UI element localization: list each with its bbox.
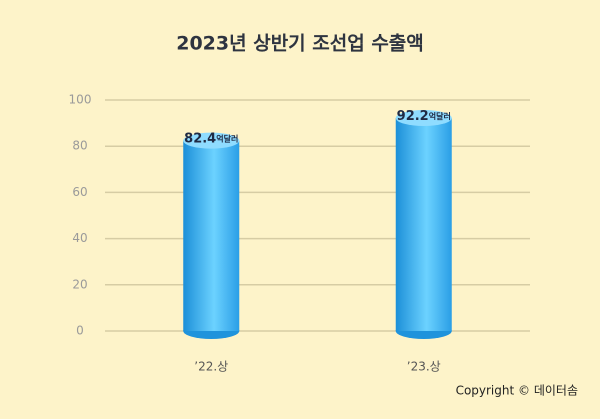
bar-cap: [183, 132, 240, 149]
bar-cap: [395, 110, 452, 127]
y-tick-label: 80: [72, 139, 87, 153]
y-tick-label: 20: [72, 277, 87, 291]
copyright: Copyright © 데이터솜: [456, 384, 578, 398]
x-tick-label: ’22.상: [194, 360, 228, 374]
y-tick-label: 60: [72, 185, 87, 199]
y-tick-label: 40: [72, 231, 87, 245]
value-label: 92.2억달러: [397, 109, 451, 124]
y-tick-label: 100: [69, 93, 92, 107]
y-tick-label: 0: [76, 324, 84, 338]
bar: [395, 118, 452, 331]
value-number: 82.4: [184, 131, 216, 146]
chart-title: 2023년 상반기 조선업 수출액: [176, 33, 424, 55]
value-unit: 억달러: [429, 111, 451, 121]
bar: [183, 140, 240, 331]
value-number: 92.2: [397, 109, 429, 124]
x-tick-label: ’23.상: [407, 360, 441, 374]
value-unit: 억달러: [216, 133, 238, 143]
value-label: 82.4억달러: [184, 131, 238, 146]
